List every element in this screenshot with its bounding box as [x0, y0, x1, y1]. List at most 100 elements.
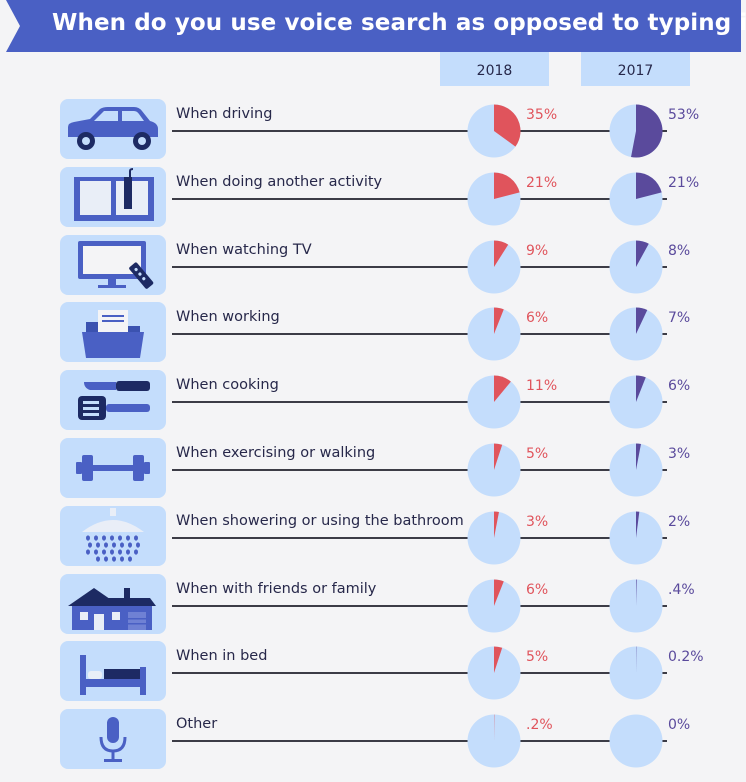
pie-2018 [467, 307, 521, 361]
microphone-icon [99, 717, 127, 763]
pie-2017 [609, 240, 663, 294]
chart-row: When in bed 5% 0.2% [0, 641, 746, 703]
pie-2018-slice [494, 104, 521, 147]
data-label-2018: 9% [526, 242, 549, 259]
car-icon [68, 107, 158, 150]
row-divider-line [172, 740, 667, 743]
category-label: When with friends or family [176, 580, 377, 597]
pie-2017-slice [636, 172, 662, 199]
tv-icon [78, 240, 154, 289]
pie-2018 [467, 579, 521, 633]
book-icon [74, 167, 154, 221]
pie-2017 [609, 375, 663, 429]
category-label: When showering or using the bathroom [176, 512, 464, 529]
category-label: When doing another activity [176, 173, 383, 190]
row-divider-line [172, 604, 667, 607]
row-divider-line [172, 333, 667, 336]
row-divider-line [172, 469, 667, 471]
chart-row: When showering or using the bathroom 3% 2% [0, 505, 746, 568]
dumbbell-icon [76, 455, 150, 481]
row-divider-line [172, 197, 667, 200]
icon-box [60, 438, 166, 498]
pie-2017 [609, 511, 663, 565]
pie-2018-slice [494, 511, 499, 538]
pie-2017 [609, 104, 663, 158]
pie-2017-slice [631, 104, 663, 158]
pie-2017-slice [636, 443, 641, 470]
row-divider-line [172, 672, 667, 675]
row-divider-line [172, 536, 667, 539]
pie-2018-slice [494, 375, 511, 403]
category-label: When working [176, 309, 280, 326]
data-label-2017: 0.2% [668, 649, 704, 666]
pie-2018-slice [494, 172, 520, 199]
chart-row: When watching TV 9% 8% [0, 234, 746, 297]
pie-2018 [467, 104, 521, 158]
data-label-2018: 6% [526, 310, 549, 327]
data-label-2017: 53% [668, 107, 700, 123]
icon-box [60, 302, 166, 363]
pie-2017-slice [636, 240, 649, 267]
pie-2018 [467, 240, 521, 294]
icon-box [60, 709, 166, 770]
data-label-2018: .2% [526, 717, 553, 734]
data-label-2017: .4% [668, 581, 695, 598]
folder-icon [82, 310, 144, 359]
data-label-2018: 5% [526, 649, 549, 666]
knife-icon [78, 381, 150, 421]
pie-2018-slice [494, 307, 504, 335]
data-label-2018: 6% [526, 581, 549, 598]
pie-2018-slice [494, 240, 509, 267]
category-label: When cooking [176, 377, 279, 394]
house-icon [68, 587, 156, 630]
data-label-2018: 3% [526, 513, 549, 530]
pie-background [609, 714, 663, 768]
pie-2017 [609, 172, 663, 226]
pie-2018 [467, 172, 521, 226]
pie-2017-slice [636, 307, 648, 335]
column-header-2018: 2018 [440, 52, 549, 86]
icon-box [60, 641, 166, 702]
icon-box [60, 505, 166, 566]
pie-2018-slice [494, 579, 504, 606]
icon-box [60, 370, 166, 431]
row-divider-line [172, 130, 667, 132]
category-label: When driving [176, 106, 273, 122]
pie-2018-slice [494, 443, 503, 470]
data-label-2017: 2% [668, 513, 691, 530]
data-label-2017: 21% [668, 174, 700, 191]
data-label-2018: 11% [526, 378, 558, 395]
banner-flag-icon [6, 0, 46, 52]
data-label-2017: 8% [668, 242, 691, 259]
category-label: When in bed [176, 648, 268, 665]
row-divider-line [172, 401, 667, 404]
chart-row: When cooking 11% 6% [0, 370, 746, 432]
column-header-2017: 2017 [581, 52, 690, 86]
title-banner: When do you use voice search as opposed … [6, 0, 746, 52]
category-label: When exercising or walking [176, 445, 376, 461]
chart-row: When working 6% 7% [0, 302, 746, 364]
icon-box [60, 234, 166, 295]
pie-2018-slice [494, 646, 503, 674]
pie-2017 [609, 646, 663, 700]
chart-row: When doing another activity 21% 21% [0, 166, 746, 229]
shower-icon [82, 507, 144, 562]
pie-2017-slice [636, 579, 637, 606]
pie-2017-slice [636, 375, 646, 403]
category-label: When watching TV [176, 241, 312, 258]
data-label-2018: 21% [526, 174, 558, 191]
pie-2017 [609, 307, 663, 361]
data-label-2017: 3% [668, 446, 691, 462]
pie-2018 [467, 443, 521, 497]
data-label-2017: 6% [668, 378, 691, 395]
bed-icon [80, 655, 146, 696]
pie-2017-slice [636, 511, 640, 538]
chart-row: When driving 35% 53% [0, 99, 746, 161]
pie-2018 [467, 714, 521, 768]
pie-2017 [609, 443, 663, 497]
chart-row: When with friends or family 6% .4% [0, 573, 746, 636]
icon-box [60, 573, 166, 634]
category-label: Other [176, 716, 218, 733]
icon-box [60, 166, 166, 227]
data-label-2018: 35% [526, 107, 558, 123]
